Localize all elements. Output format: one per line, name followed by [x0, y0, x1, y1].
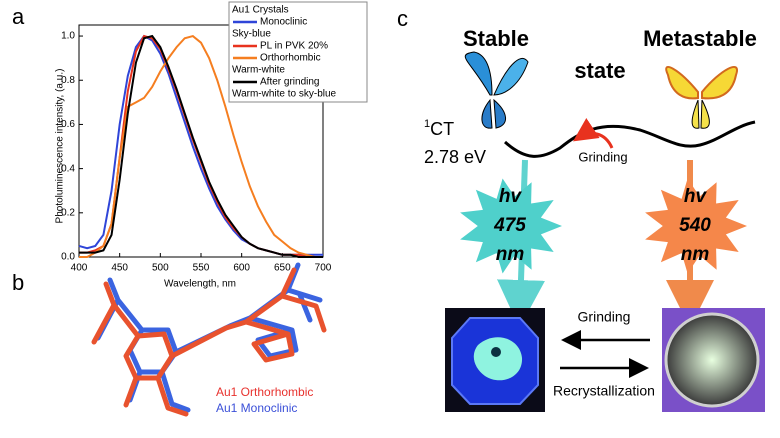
panel-label: c	[397, 6, 408, 31]
data-line	[79, 34, 323, 258]
process-label: Grinding	[578, 309, 631, 325]
legend-entry: Monoclinic	[260, 17, 307, 28]
state-label: state	[574, 58, 625, 83]
state-label: Stable	[463, 26, 529, 51]
x-tick-label: 600	[233, 263, 250, 274]
x-tick-label: 400	[71, 263, 88, 274]
x-tick-label: 500	[152, 263, 169, 274]
curve-arrow	[573, 118, 614, 149]
state-label: Metastable	[643, 26, 757, 51]
burst-text: nm	[496, 244, 525, 265]
photo-left	[445, 308, 545, 412]
emission-burst	[645, 178, 747, 274]
panel-label: a	[12, 4, 25, 29]
blue-butterfly	[464, 51, 529, 129]
y-tick-label: 0.0	[61, 252, 75, 263]
data-line	[79, 34, 323, 258]
superscript: 1	[424, 118, 430, 130]
legend-entry: PL in PVK 20%	[260, 41, 328, 52]
burst-text: hv	[499, 186, 523, 207]
burst-text: nm	[681, 244, 710, 265]
legend-note: Warm-white to sky-blue	[232, 89, 337, 100]
legend-entry: After grinding	[260, 77, 319, 88]
x-tick-label: 650	[274, 263, 291, 274]
y-tick-label: 0.2	[61, 207, 75, 218]
process-label: Recrystallization	[553, 383, 655, 399]
x-tick-label: 550	[193, 263, 210, 274]
level-label: 1CT	[424, 118, 454, 139]
photo-right	[662, 308, 765, 412]
x-tick-label: 450	[111, 263, 128, 274]
molecule	[91, 262, 327, 417]
legend-note: Au1 Crystals	[232, 5, 289, 16]
y-tick-label: 0.6	[61, 119, 75, 130]
level-name: CT	[430, 119, 454, 139]
legend-box	[228, 1, 368, 103]
legend-entry: Au1 Orthorhombic	[216, 385, 313, 399]
y-axis-label: Photoluminescence intensity, (a.u.)	[55, 69, 66, 224]
burst-text: 475	[493, 215, 526, 236]
curve-arrow-label: Grinding	[578, 149, 627, 164]
legend-entry: Au1 Monoclinic	[216, 401, 297, 415]
legend-note: Warm-white	[232, 65, 285, 76]
y-tick-label: 0.4	[61, 163, 75, 174]
panel-label: b	[12, 270, 24, 295]
burst-text: hv	[684, 186, 708, 207]
y-tick-label: 1.0	[61, 31, 75, 42]
x-tick-label: 700	[315, 263, 332, 274]
burst-text: 540	[679, 215, 711, 236]
emission-burst	[460, 178, 562, 274]
x-axis-label: Wavelength, nm	[164, 279, 236, 290]
legend-entry: Orthorhombic	[260, 53, 321, 64]
energy-curve	[503, 120, 756, 158]
chart-a: 400 450 500 550 600 650 700 0.0 0.2 0.4 0.6 0.8 1.0 A…	[61, 1, 368, 274]
yellow-butterfly	[665, 65, 738, 129]
legend-note: Sky-blue	[232, 29, 271, 40]
energy-label: 2.78 eV	[424, 147, 486, 167]
y-tick-label: 0.8	[61, 75, 75, 86]
